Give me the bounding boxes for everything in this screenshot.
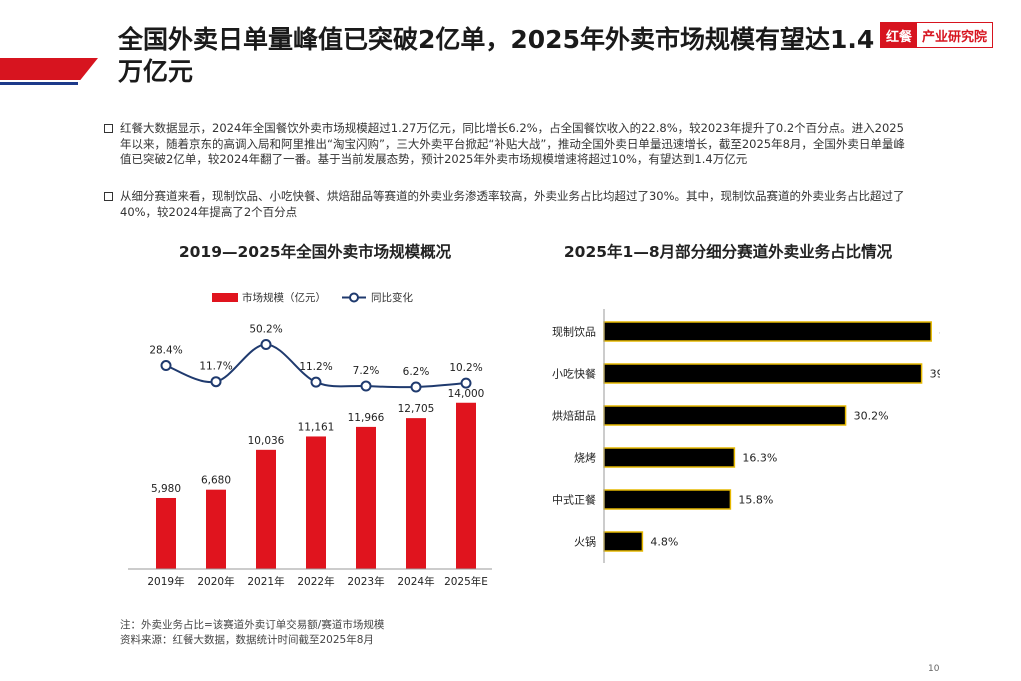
paragraph-segments: 从细分赛道来看，现制饮品、小吃快餐、烘焙甜品等赛道的外卖业务渗透率较高，外卖业务… (104, 189, 910, 220)
market-size-chart: 市场规模（亿元） 同比变化 5,980 6,680 10,036 11,161 11,96… (128, 291, 492, 588)
x-axis: 2019年 2020年 2021年 2022年 2023年 2024年 2025年E (128, 568, 492, 588)
bar-火锅 (603, 531, 644, 552)
line-point (160, 360, 172, 372)
legend-bar-label: 市场规模（亿元） (242, 291, 326, 304)
line-data-label: 50.2% (249, 323, 282, 335)
bar-data-label: 4.8% (650, 536, 678, 549)
line-series: 28.4% 11.7% 50.2% 11.2% 7.2% 6.2% 10.2% (149, 323, 483, 393)
bar-烧烤 (603, 447, 736, 468)
legend-bar-swatch (212, 293, 238, 302)
bar-2021年 (256, 449, 276, 569)
paragraph-market-size: 红餐大数据显示，2024年全国餐饮外卖市场规模超过1.27万亿元，同比增长6.2… (104, 121, 910, 168)
category-label: 中式正餐 (552, 493, 596, 507)
line-data-label: 11.7% (199, 361, 232, 373)
header-accent-line (0, 82, 78, 85)
bar-data-label: 12,705 (398, 403, 435, 415)
bar-data-label: 39.7% (930, 368, 940, 381)
data-source: 资料来源：红餐大数据，数据统计时间截至2025年8月 (120, 634, 374, 646)
bar-2023年 (356, 426, 376, 569)
page-number: 10 (928, 664, 940, 674)
bar-data-label: 10,036 (248, 435, 285, 447)
bar-data-label: 30.2% (854, 410, 889, 423)
legend-line-label: 同比变化 (371, 291, 413, 304)
bullet-square-icon (104, 124, 113, 133)
line-data-label: 7.2% (353, 365, 380, 377)
line-data-label: 10.2% (449, 362, 482, 374)
line-point (260, 338, 272, 350)
category-label: 小吃快餐 (552, 367, 596, 381)
line-data-label: 6.2% (403, 366, 430, 378)
bar-烘焙甜品 (603, 405, 847, 426)
chart-title-market-size: 2019—2025年全国外卖市场规模概况 (178, 243, 452, 261)
header-accent-bar (0, 58, 98, 80)
line-point (310, 376, 322, 388)
paragraph-text: 红餐大数据显示，2024年全国餐饮外卖市场规模超过1.27万亿元，同比增长6.2… (120, 121, 905, 166)
category-label: 烘焙甜品 (552, 409, 596, 423)
logo-mark: 红餐 (881, 23, 918, 47)
bar-data-label: 11,966 (348, 412, 385, 424)
chart-title-segments: 2025年1—8月部分细分赛道外卖业务占比情况 (563, 243, 893, 261)
bullet-square-icon (104, 192, 113, 201)
bar-2019年 (156, 497, 176, 569)
line-point (210, 376, 222, 388)
bar-data-label: 6,680 (201, 475, 231, 487)
bar-现制饮品 (603, 321, 932, 342)
x-tick-label: 2022年 (297, 575, 334, 588)
chart-legend: 市场规模（亿元） 同比变化 (212, 291, 413, 304)
bar-data-label: 15.8% (738, 494, 773, 507)
x-tick-label: 2023年 (347, 575, 384, 588)
bar-series: 40.9% 39.7% 30.2% 16.3% 15.8% 4.8% (603, 321, 940, 552)
logo-text: 产业研究院 (917, 23, 993, 47)
brand-logo: 红餐 产业研究院 (880, 22, 994, 48)
bar-中式正餐 (603, 489, 732, 510)
line-point (460, 377, 472, 389)
x-tick-label: 2025年E (444, 575, 488, 588)
bar-data-label: 14,000 (448, 388, 485, 400)
bar-2020年 (206, 489, 226, 569)
legend-line-marker (349, 292, 359, 303)
x-tick-label: 2021年 (247, 575, 284, 588)
line-point (360, 380, 372, 392)
x-tick-label: 2019年 (147, 575, 184, 588)
category-label: 现制饮品 (552, 326, 596, 339)
page-title: 全国外卖日单量峰值已突破2亿单，2025年外卖市场规模有望达1.4万亿元 (118, 25, 875, 86)
bar-series: 5,980 6,680 10,036 11,161 11,966 12,705 14,000 (151, 388, 484, 569)
bar-2024年 (406, 418, 426, 569)
category-label: 烧烤 (574, 451, 596, 465)
x-tick-label: 2024年 (397, 575, 434, 588)
bar-data-label: 5,980 (151, 483, 181, 495)
bar-data-label: 11,161 (298, 421, 335, 433)
x-tick-label: 2020年 (197, 575, 234, 588)
line-data-label: 11.2% (299, 361, 332, 373)
bar-2025年E (456, 402, 476, 569)
bar-data-label: 40.9% (939, 326, 940, 339)
bar-小吃快餐 (603, 363, 923, 384)
line-data-label: 28.4% (149, 345, 182, 357)
bar-2022年 (306, 436, 326, 569)
line-point (410, 381, 422, 393)
category-label: 火锅 (574, 536, 596, 549)
footnote: 注：外卖业务占比=该赛道外卖订单交易额/赛道市场规模 (120, 619, 385, 631)
paragraph-text: 从细分赛道来看，现制饮品、小吃快餐、烘焙甜品等赛道的外卖业务渗透率较高，外卖业务… (120, 189, 905, 219)
bar-data-label: 16.3% (742, 452, 777, 465)
